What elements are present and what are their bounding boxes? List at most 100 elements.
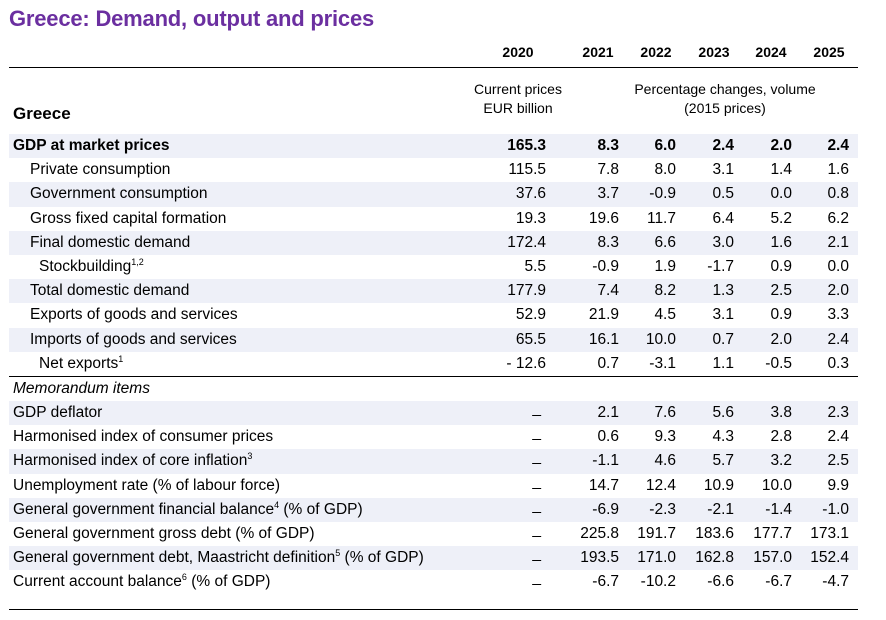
footnote-marker: 1 xyxy=(118,353,124,364)
cell-value: 162.8 xyxy=(695,549,734,567)
cell-value: -6.7 xyxy=(765,573,792,591)
row-label-suffix: (% of GDP) xyxy=(279,500,363,518)
cell-value: 3.1 xyxy=(712,161,734,179)
row-label-text: Harmonised index of core inflation xyxy=(13,452,248,470)
cell-value: 0.8 xyxy=(827,185,849,203)
cell-value: 177.9 xyxy=(507,282,546,300)
cell-value: 7.4 xyxy=(597,282,619,300)
cell-value: 16.1 xyxy=(588,330,619,348)
not-available-dash: _ xyxy=(532,448,541,466)
cell-value: - 12.6 xyxy=(506,354,546,372)
cell-value: 37.6 xyxy=(515,185,546,203)
cell-value: -6.6 xyxy=(707,573,734,591)
cell-value: -1.7 xyxy=(707,257,734,275)
table-row: GDP deflator _ 2.1 7.6 5.6 3.8 2.3 xyxy=(9,400,858,426)
cell-value: 6.4 xyxy=(712,209,734,227)
table-row: Unemployment rate (% of labour force) _ … xyxy=(9,473,858,498)
subheader-line: (2015 prices) xyxy=(684,100,766,116)
cell-value: 2.5 xyxy=(827,452,849,470)
row-label: Gross fixed capital formation xyxy=(30,209,227,227)
table-row: Gross fixed capital formation 19.3 19.6 … xyxy=(9,207,858,231)
year-header-2023: 2023 xyxy=(698,44,730,60)
cell-value: 5.2 xyxy=(770,209,792,227)
cell-value: 1.1 xyxy=(712,354,734,372)
cell-value: 7.8 xyxy=(597,161,619,179)
row-label: Private consumption xyxy=(30,161,171,179)
cell-value: 65.5 xyxy=(515,330,546,348)
current-prices-subheader: Current prices EUR billion xyxy=(462,80,574,118)
percentage-changes-subheader: Percentage changes, volume (2015 prices) xyxy=(605,80,845,118)
cell-value: 2.0 xyxy=(770,330,792,348)
cell-value: -6.9 xyxy=(592,500,619,518)
cell-value: 115.5 xyxy=(508,161,546,179)
cell-value: 2.8 xyxy=(770,428,792,446)
table-row: Current account balance6 (% of GDP) _ -6… xyxy=(9,569,858,594)
table-row: Harmonised index of core inflation3 _ -1… xyxy=(9,448,858,474)
table-row: Net exports1 - 12.6 0.7 -3.1 1.1 -0.5 0.… xyxy=(9,352,858,376)
cell-value: -6.7 xyxy=(592,573,619,591)
not-available-dash: _ xyxy=(532,521,541,538)
year-header-2021: 2021 xyxy=(582,44,614,60)
row-label: Stockbuilding1,2 xyxy=(39,255,144,279)
data-table: GDP at market prices 165.3 8.3 6.0 2.4 2… xyxy=(9,134,858,595)
cell-value: -0.5 xyxy=(765,354,792,372)
row-label: GDP deflator xyxy=(13,404,103,422)
row-label-text: General government debt, Maastricht defi… xyxy=(13,549,336,567)
cell-value: -4.7 xyxy=(822,573,849,591)
row-label: General government financial balance4 (%… xyxy=(13,498,363,522)
row-label: Net exports1 xyxy=(39,352,123,376)
cell-value: -10.2 xyxy=(640,573,676,591)
subheader-line: Percentage changes, volume xyxy=(634,81,816,97)
cell-value: 3.1 xyxy=(712,306,734,324)
cell-value: 173.1 xyxy=(810,525,849,542)
row-label: Total domestic demand xyxy=(30,282,190,300)
cell-value: 8.3 xyxy=(597,233,619,251)
cell-value: 14.7 xyxy=(588,476,619,494)
cell-value: 0.6 xyxy=(597,428,619,446)
row-label: Unemployment rate (% of labour force) xyxy=(13,476,281,494)
cell-value: 5.7 xyxy=(712,452,734,470)
not-available-dash: _ xyxy=(532,400,541,418)
table-row: Exports of goods and services 52.9 21.9 … xyxy=(9,303,858,327)
cell-value: 2.4 xyxy=(712,137,734,154)
cell-value: 2.1 xyxy=(827,233,849,251)
memorandum-heading-row: Memorandum items xyxy=(9,375,858,401)
cell-value: 3.7 xyxy=(597,185,619,203)
year-header-2024: 2024 xyxy=(755,44,787,60)
subheader-line: EUR billion xyxy=(483,100,553,116)
cell-value: 21.9 xyxy=(588,306,619,324)
cell-value: 9.3 xyxy=(654,428,676,446)
cell-value: 1.6 xyxy=(827,161,849,179)
cell-value: 191.7 xyxy=(637,525,676,542)
cell-value: 172.4 xyxy=(507,233,546,251)
cell-value: 10.0 xyxy=(645,330,676,348)
row-label-suffix: (% of GDP) xyxy=(340,549,424,567)
cell-value: 2.4 xyxy=(827,330,849,348)
cell-value: 0.9 xyxy=(770,306,792,324)
cell-value: 6.2 xyxy=(827,209,849,227)
table-row: Total domestic demand 177.9 7.4 8.2 1.3 … xyxy=(9,279,858,304)
row-label: Final domestic demand xyxy=(30,233,191,251)
cell-value: 3.3 xyxy=(827,306,849,324)
table-bottom-rule xyxy=(9,609,858,610)
table-row: Government consumption 37.6 3.7 -0.9 0.5… xyxy=(9,182,858,207)
header-rule xyxy=(9,67,858,68)
cell-value: 177.7 xyxy=(753,525,792,542)
row-label-text: Stockbuilding xyxy=(39,257,132,275)
cell-value: 8.2 xyxy=(654,282,676,300)
cell-value: -2.1 xyxy=(707,500,734,518)
cell-value: 2.4 xyxy=(827,137,849,154)
cell-value: -1.1 xyxy=(592,452,619,470)
table-row: Harmonised index of consumer prices _ 0.… xyxy=(9,424,858,449)
cell-value: -3.1 xyxy=(649,354,676,372)
cell-value: 11.7 xyxy=(646,209,676,227)
cell-value: 165.3 xyxy=(507,137,546,154)
row-label: GDP at market prices xyxy=(13,137,170,154)
row-label: Current account balance6 (% of GDP) xyxy=(13,570,270,594)
cell-value: -2.3 xyxy=(649,500,676,518)
cell-value: 0.9 xyxy=(770,257,792,275)
cell-value: 12.4 xyxy=(645,476,676,494)
cell-value: 9.9 xyxy=(827,476,849,494)
row-label: Exports of goods and services xyxy=(30,306,238,324)
cell-value: 4.6 xyxy=(654,452,676,470)
